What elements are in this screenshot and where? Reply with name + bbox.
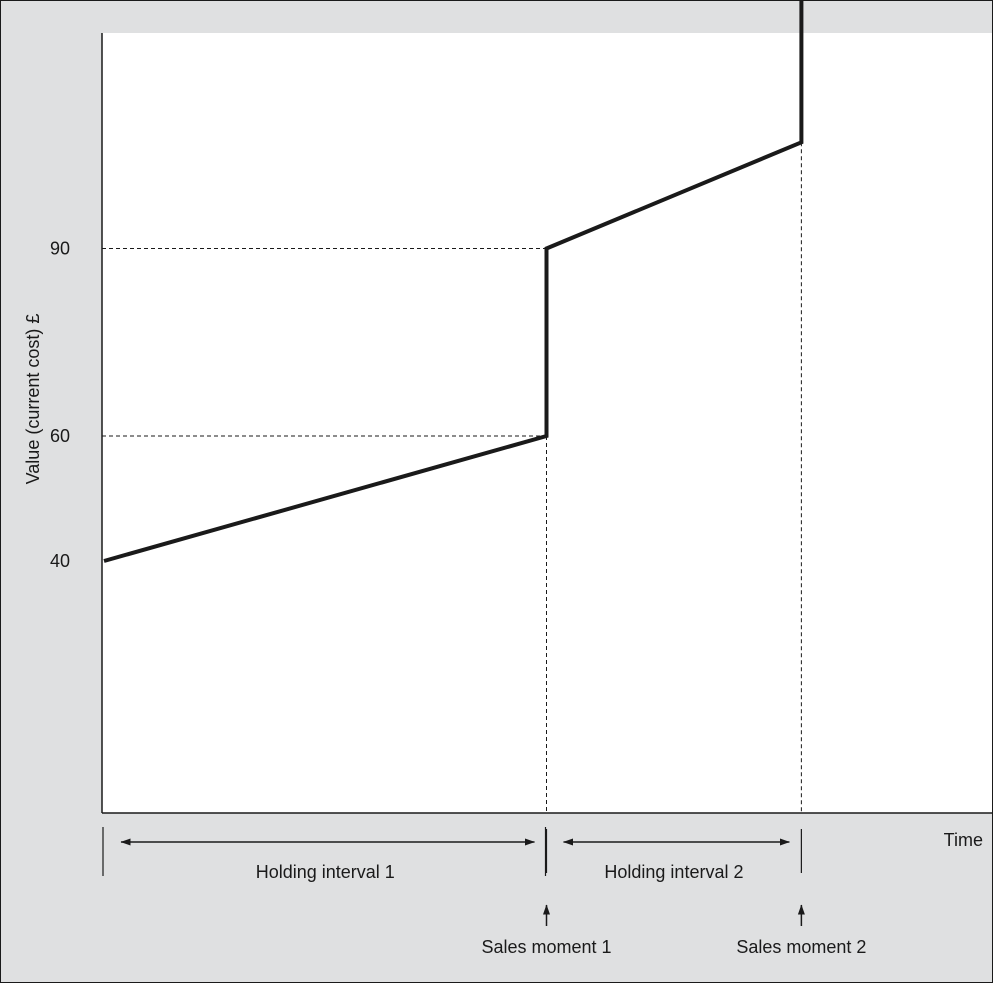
- sales-moment-label-1: Sales moment 1: [481, 937, 611, 957]
- y-tick-label-90: 90: [50, 239, 70, 259]
- value-line-1: [103, 1, 804, 563]
- y-tick-label-60: 60: [50, 426, 70, 446]
- sales-moment-label-2: Sales moment 2: [736, 937, 866, 957]
- holding-interval-label-1: Holding interval 1: [256, 862, 395, 882]
- x-axis-label: Time: [944, 830, 983, 850]
- holding-interval-label-2: Holding interval 2: [604, 862, 743, 882]
- y-axis-label: Value (current cost) £: [23, 314, 43, 485]
- y-tick-label-40: 40: [50, 551, 70, 571]
